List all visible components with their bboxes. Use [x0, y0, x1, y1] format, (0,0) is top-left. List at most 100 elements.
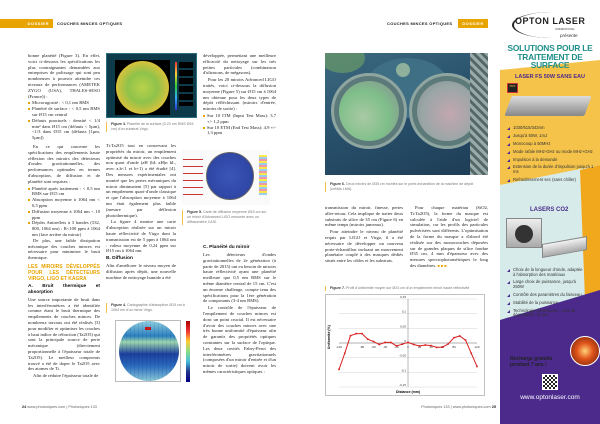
figure-7-line-chart: 0,15 0,1 0,05 0 -0,05 -0,1 -0,15 -120 -80 -60 -40 -… [325, 294, 485, 396]
x-tick-label: -60 [371, 345, 376, 349]
data-point [464, 339, 467, 341]
right-column-1: transmission du miroir, finesse, pertes … [325, 205, 403, 265]
data-point [338, 368, 340, 371]
caption-label: Figure 3. [111, 122, 126, 126]
figure-3-image [106, 53, 197, 118]
list-item: Planéité de surface : < 0,5 nm RMS sur Ø… [28, 106, 100, 118]
data-point [476, 365, 478, 368]
figure-5-scatter-map [182, 150, 270, 205]
section-title: COUCHES MINCES OPTIQUES [387, 21, 453, 26]
paragraph: Une source importante de bruit dans les … [28, 296, 100, 372]
data-point [389, 341, 392, 344]
y-tick-label: -0,1 [401, 368, 407, 372]
co2-laser-image [506, 218, 542, 248]
data-point [435, 346, 438, 349]
caption-label: Figure 6. [330, 182, 345, 186]
figure-3-caption: Figure 3. Planéité de la surface (0,23 n… [106, 122, 196, 132]
feature-item: Large choix de puissance, jusqu'à 250W [506, 280, 584, 289]
list-item: Dépôts Antireflets à 3 bandes (532, 800,… [28, 220, 100, 237]
feature-item: Monocoup à 50MHz [506, 141, 598, 147]
list-item: Planéité après traitement : < 0,5 nm RMS… [28, 186, 100, 198]
figure-6-caption: Figure 6. Deux miroirs de Ø35 cm montés … [325, 182, 485, 192]
presents-text: présente [560, 33, 578, 38]
data-point [361, 332, 363, 335]
footer-text: Photoniques 133 | www.photoniques.com [421, 405, 491, 409]
laser-glow-image [570, 336, 600, 366]
chart-frame [325, 294, 485, 396]
article-column-3-lower: C. Planéité du miroir Les détecteurs d'o… [203, 243, 276, 376]
y-tick-label: 0,15 [400, 295, 406, 299]
list-item: Sur 10 ITM (Input Test Mass): 3,7 +/- 1,… [203, 113, 276, 125]
page-number: 25 [491, 405, 496, 409]
opton-laser-advertisement[interactable]: OPTON LASER INTERNATIONAL présente SOLUT… [500, 0, 600, 424]
data-point [407, 341, 409, 344]
caption-label: Figure 4. [111, 303, 126, 307]
y-tick-label: -0,05 [399, 354, 406, 358]
spec-list: Microrugosité : < 0,1 nm RMS Planéité de… [28, 100, 100, 141]
subheading: A. Bruit thermique et absorption [28, 283, 100, 295]
data-point [470, 352, 473, 355]
feature-item: Stabilité de la puissance [506, 300, 584, 306]
data-point [412, 343, 415, 346]
caption-text: Deux miroirs de Ø35 cm montés sur le por… [330, 182, 474, 191]
list-item: Absorption moyenne à 1064 nm < 0,5 ppm [28, 197, 100, 209]
caption-text: Planéité de la surface (0,23 nm RMS Ø15 … [111, 122, 194, 131]
caption-text: Carte de diffusion moyenne Ø15 cm sur un… [187, 210, 267, 224]
y-tick-label: 0,05 [400, 324, 406, 328]
figure-5-caption: Figure 5. Carte de diffusion moyenne Ø15… [182, 210, 270, 225]
paragraph: développée, permettant une meilleure eff… [203, 53, 276, 76]
data-point [424, 344, 427, 346]
feature-item: Choix de la longueur d'onde, adaptée à l… [506, 267, 584, 277]
caption-label: Figure 5. [187, 210, 202, 214]
data-point [418, 345, 421, 347]
feature-item: Impulsion à la demande [506, 157, 598, 163]
y-axis-label: Uniformité (%) [327, 325, 331, 349]
award-badge: PRIX [507, 83, 518, 93]
figure-6-photo [325, 53, 488, 175]
list-item: Sur 10 ETM (End Test Mass): 4,9 +/- 1,3 … [203, 125, 276, 137]
femtosecond-laser-image [504, 96, 592, 116]
y-tick-label: 0,1 [402, 310, 407, 314]
paragraph: Ti:Ta2O5 tout en conservant les propriét… [106, 143, 176, 218]
article-column-2: Ti:Ta2O5 tout en conservant les propriét… [106, 143, 176, 282]
paragraph: transmission du miroir, finesse, pertes … [325, 205, 403, 228]
subheading: C. Planéité du miroir [203, 245, 250, 250]
qr-code-icon [542, 374, 558, 390]
data-point [395, 345, 398, 347]
caption-text: Profil d'uniformité moyen sur Ø24 cm d'u… [345, 286, 470, 290]
right-column-2: Pour chaque matériau (SiO2, Ti:Ta2O5), l… [410, 205, 488, 270]
paragraph: Pour atteindre le niveau de planéité req… [325, 229, 403, 264]
logo-swoosh-icon [512, 12, 590, 38]
figure-4-absorption-map [112, 318, 194, 388]
results-list: Sur 10 ITM (Input Test Mass): 3,7 +/- 1,… [203, 113, 276, 136]
section-title: COUCHES MINCES OPTIQUES [57, 21, 123, 26]
paragraph-text: Pour chaque matériau (SiO2, Ti:Ta2O5), l… [410, 205, 488, 268]
x-tick-label: -40 [383, 345, 388, 349]
data-point [366, 338, 369, 340]
product-2-title: LASERS CO2 [530, 207, 569, 213]
spec-list: Planéité après traitement : < 0,5 nm RMS… [28, 186, 100, 238]
y-tick-label: 0 [404, 339, 406, 343]
data-point [355, 332, 358, 335]
paragraph: Pour chaque matériau (SiO2, Ti:Ta2O5), l… [410, 205, 488, 269]
data-point [349, 334, 352, 337]
brand-logo: OPTON LASER [515, 16, 585, 26]
data-point [401, 343, 404, 345]
list-item: Défauts ponctuels : densité < 1/4 mm² da… [28, 118, 100, 141]
section-tag: DOSSIER [458, 19, 488, 28]
feature-item: Mode rafale MHz-GHz ou mode MHz+GHz [506, 149, 598, 155]
data-point [447, 343, 450, 345]
end-mark-icon: ■■■ [437, 262, 448, 268]
subheading: B. Diffusion [106, 256, 133, 262]
x-axis-label: Distance (mm) [396, 390, 420, 394]
promo-text: Recharge gratuite pendant 7 ans ! [510, 356, 553, 368]
brand-name: OPTON LASER [515, 16, 586, 26]
ad-website-link[interactable]: www.optonlaser.com [520, 394, 580, 401]
list-item: Microrugosité : < 0,1 nm RMS [28, 100, 100, 106]
brand-sub: INTERNATIONAL [555, 28, 575, 31]
x-tick-label: -120 [336, 345, 342, 349]
paragraph: La figure 4 montre une carte d'absorptio… [106, 219, 176, 254]
x-tick-label: 20 [418, 345, 422, 349]
caption-text: Cartographie d'absorption Ø15 cm à 1064 … [111, 303, 185, 312]
product-1-title: LASER FS 50W SANS EAU [515, 74, 585, 80]
